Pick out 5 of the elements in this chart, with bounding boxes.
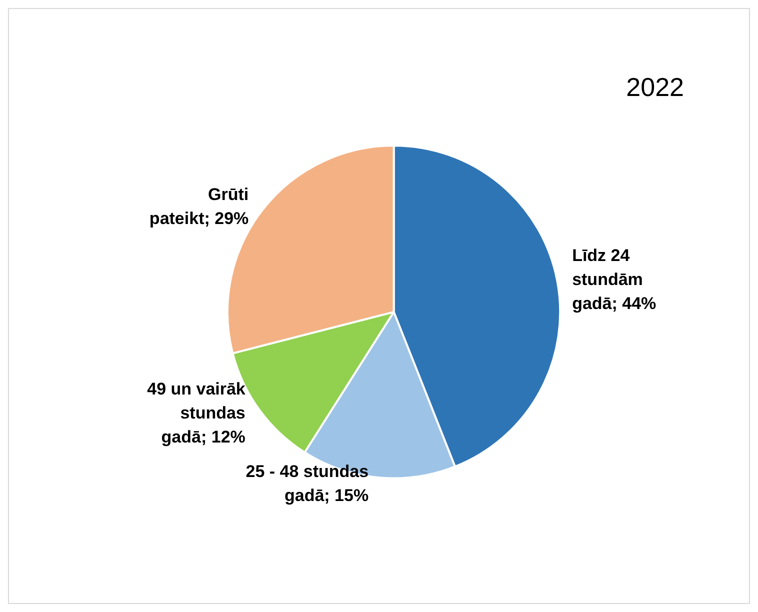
slice-label: Grūti pateikt; 29% xyxy=(149,184,249,228)
slice-label: 49 un vairāk stundas gadā; 12% xyxy=(147,380,246,447)
slice-label: Līdz 24 stundām gadā; 44% xyxy=(572,246,656,314)
slice-label: 25 - 48 stundas gadā; 15% xyxy=(246,462,369,505)
chart-title: 2022 xyxy=(626,72,684,102)
